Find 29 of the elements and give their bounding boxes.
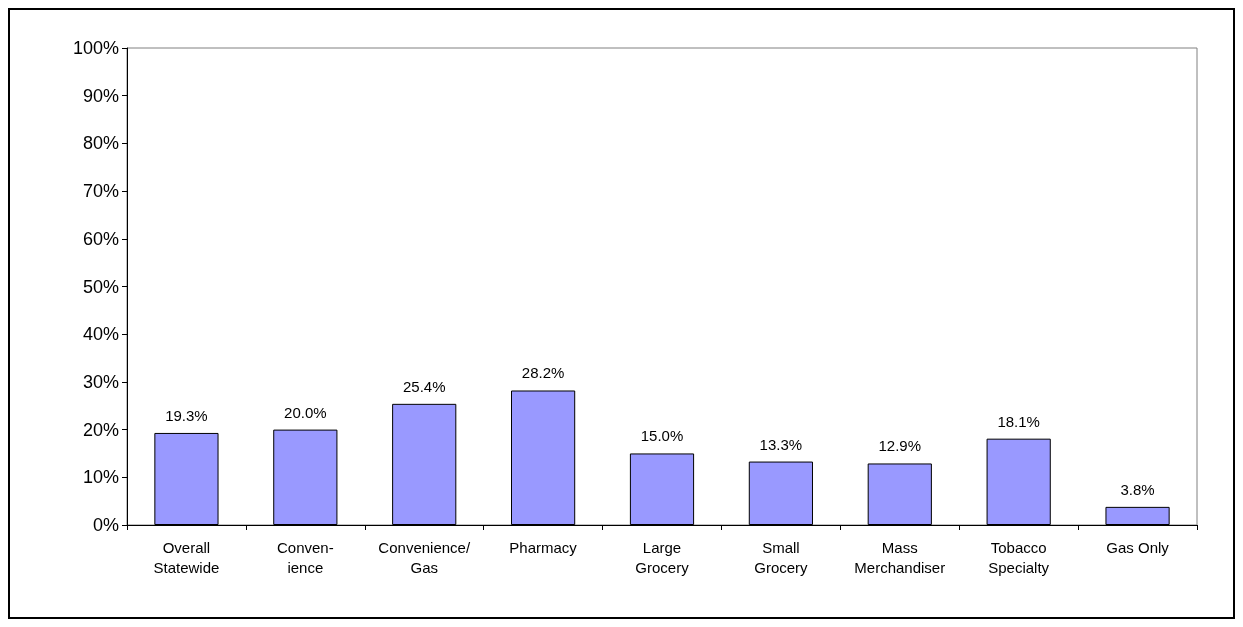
x-tick-label: Convenience/ Gas bbox=[378, 538, 471, 576]
x-tick-label: Large Grocery bbox=[635, 538, 690, 576]
data-label: 3.8% bbox=[1120, 480, 1155, 498]
data-label: 20.0% bbox=[284, 403, 327, 421]
y-tick-label: 10% bbox=[82, 467, 119, 488]
data-label: 28.2% bbox=[521, 364, 565, 382]
x-tick-label: Gas Only bbox=[1106, 538, 1170, 556]
data-label: 18.1% bbox=[997, 412, 1040, 430]
y-tick-label: 70% bbox=[82, 181, 119, 202]
data-label: 25.4% bbox=[402, 377, 446, 395]
y-tick-label: 100% bbox=[72, 38, 119, 58]
data-label: 19.3% bbox=[165, 406, 208, 424]
data-label: 12.9% bbox=[878, 437, 922, 455]
x-tick-label: Pharmacy bbox=[509, 538, 578, 556]
y-tick-label: 40% bbox=[82, 324, 119, 345]
y-tick-label: 80% bbox=[82, 133, 119, 154]
data-label: 13.3% bbox=[759, 435, 803, 453]
y-tick-label: 30% bbox=[82, 371, 119, 392]
y-tick-label: 90% bbox=[82, 85, 119, 106]
x-tick-label: Small Grocery bbox=[754, 538, 809, 576]
x-tick-label: Tobacco Specialty bbox=[988, 538, 1050, 576]
y-tick-label: 20% bbox=[82, 419, 119, 440]
y-tick-label: 60% bbox=[82, 228, 119, 249]
x-tick-label: Conven- ience bbox=[276, 538, 334, 576]
data-label: 15.0% bbox=[640, 427, 684, 445]
x-tick-label: Overall Statewide bbox=[153, 538, 220, 576]
y-tick-label: 50% bbox=[82, 276, 119, 297]
x-tick-label: Mass Merchandiser bbox=[854, 538, 946, 576]
y-tick-label: 0% bbox=[92, 515, 119, 535]
